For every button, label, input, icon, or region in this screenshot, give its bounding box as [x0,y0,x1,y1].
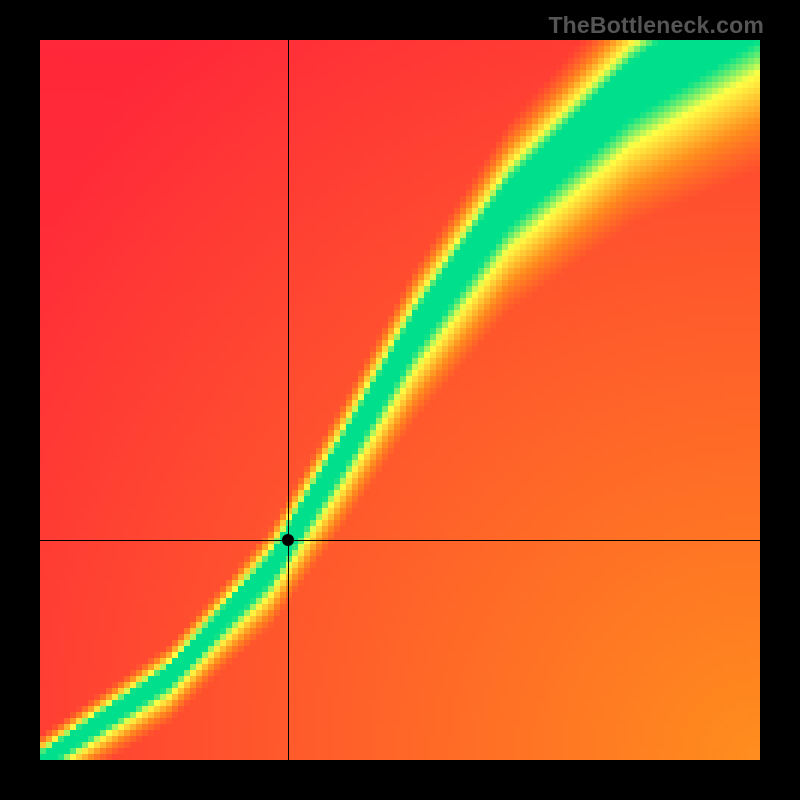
heatmap-canvas [40,40,760,760]
watermark-text: TheBottleneck.com [548,12,764,39]
crosshair-vertical [288,40,289,760]
chart-frame: TheBottleneck.com [0,0,800,800]
crosshair-horizontal [40,540,760,541]
heatmap-plot [40,40,760,760]
